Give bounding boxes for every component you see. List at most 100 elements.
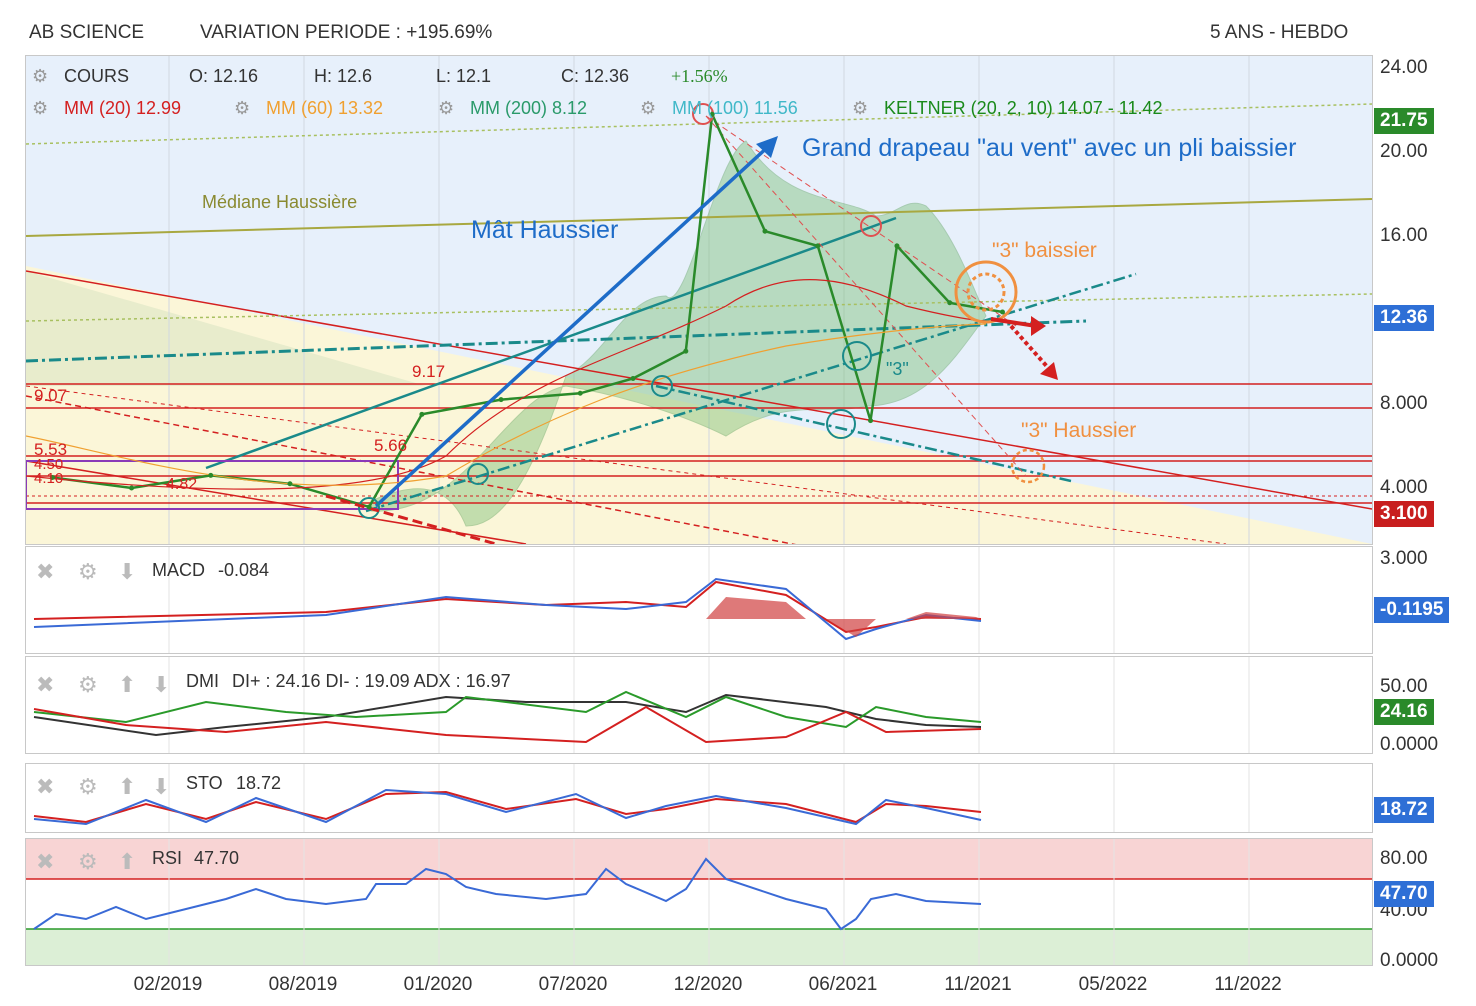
- price-point: [894, 243, 900, 249]
- high-price-tag: 21.75: [1374, 108, 1434, 134]
- bear-3-circle: [954, 260, 1018, 324]
- gear-icon[interactable]: ⚙: [78, 559, 98, 584]
- arrow-up-icon[interactable]: ⬆: [118, 849, 137, 874]
- close-icon[interactable]: ✖: [36, 672, 55, 697]
- price-point: [709, 111, 715, 117]
- arrow-up-icon[interactable]: ⬆: [118, 672, 137, 697]
- price-tick: 20.00: [1380, 141, 1428, 162]
- legend-change: +1.56%: [671, 66, 728, 86]
- dmi-axis-bottom: 0.0000: [1380, 734, 1439, 755]
- dmi-axis-top: 50.00: [1380, 676, 1428, 697]
- price-tick: 16.00: [1380, 225, 1428, 246]
- dmi-chart-svg: [33, 657, 1250, 753]
- macd-value: -0.084: [218, 560, 270, 580]
- period-selector[interactable]: 5 ANS - HEBDO: [1210, 22, 1349, 43]
- sto-label: STO: [186, 773, 223, 793]
- legend-mm20: MM (20) 12.99: [64, 98, 182, 118]
- price-point: [129, 485, 135, 491]
- rsi-value: 47.70: [194, 848, 240, 868]
- price-point: [762, 228, 768, 234]
- period-variation: VARIATION PERIODE : +195.69%: [200, 22, 493, 43]
- bull-3-circle: [1010, 448, 1046, 484]
- rsi-axis-bottom: 0.0000: [1380, 950, 1439, 971]
- dmi-pane[interactable]: ✖ ⚙ ⬆ ⬇ DMI DI+ : 24.16 DI- : 19.09 ADX …: [25, 656, 1373, 754]
- dmi-tag: 24.16: [1374, 699, 1434, 725]
- three-annotation: "3": [886, 359, 909, 379]
- legend-mm100: MM (100) 11.56: [672, 98, 798, 118]
- macd-axis-top: 3.000: [1380, 548, 1428, 569]
- pane-checkbox[interactable]: [1372, 561, 1373, 583]
- keltner-cloud: [370, 140, 987, 527]
- x-tick: 08/2019: [268, 974, 338, 995]
- price-pane[interactable]: ⚙ COURS O: 12.16 H: 12.6 L: 12.1 C: 12.3…: [25, 55, 1373, 545]
- bull-3-annotation: "3" Haussier: [1021, 419, 1137, 442]
- pane-checkbox[interactable]: [1372, 849, 1373, 871]
- price-point: [498, 397, 504, 403]
- price-point: [815, 243, 821, 249]
- rsi-pane[interactable]: ✖ ⚙ ⬆ RSI 47.70: [25, 838, 1373, 966]
- close-icon[interactable]: ✖: [36, 849, 55, 874]
- low-price-tag: 3.100: [1374, 501, 1434, 527]
- gear-icon[interactable]: ⚙: [32, 66, 49, 86]
- legend-keltner: KELTNER (20, 2, 10) 14.07 - 11.42: [884, 98, 1163, 118]
- price-point: [868, 418, 874, 424]
- median-line: [26, 198, 1372, 237]
- price-tick: 8.000: [1380, 393, 1428, 414]
- bear-3-annotation: "3" baissier: [992, 239, 1097, 262]
- arrow-down-icon[interactable]: ⬇: [152, 774, 171, 799]
- gear-icon[interactable]: ⚙: [234, 98, 251, 118]
- pane-checkbox[interactable]: [1372, 774, 1373, 796]
- x-tick: 12/2020: [673, 974, 743, 995]
- gear-icon[interactable]: ⚙: [852, 98, 869, 118]
- x-tick: 07/2020: [538, 974, 608, 995]
- macd-pane[interactable]: ✖ ⚙ ⬇ MACD -0.084: [25, 546, 1373, 654]
- sto-chart-svg: [33, 764, 1250, 832]
- gear-icon[interactable]: ⚙: [78, 849, 98, 874]
- mast-annotation: Mât Haussier: [471, 216, 619, 244]
- close-icon[interactable]: ✖: [36, 559, 55, 584]
- median-annotation: Médiane Haussière: [202, 192, 358, 212]
- level-410: 4.10: [34, 470, 64, 487]
- arrow-down-icon[interactable]: ⬇: [152, 672, 171, 697]
- price-point: [287, 481, 293, 487]
- last-price-tag: 12.36: [1374, 305, 1434, 331]
- pane-checkbox[interactable]: [1372, 671, 1373, 693]
- level-450: 4.50: [34, 456, 64, 473]
- gear-icon[interactable]: ⚙: [438, 98, 455, 118]
- price-point: [419, 411, 425, 417]
- dmi-value: DI+ : 24.16 DI- : 19.09 ADX : 16.97: [232, 671, 511, 691]
- level-482: 4.82: [166, 476, 198, 493]
- x-tick: 11/2021: [944, 974, 1012, 995]
- lower-channel-area: [26, 266, 1372, 544]
- gear-icon[interactable]: ⚙: [78, 774, 98, 799]
- macd-label: MACD: [152, 560, 205, 580]
- arrow-up-icon[interactable]: ⬆: [118, 774, 137, 799]
- legend-mm200: MM (200) 8.12: [470, 98, 588, 118]
- sto-pane[interactable]: ✖ ⚙ ⬆ ⬇ STO 18.72: [25, 763, 1373, 833]
- arrow-down-icon[interactable]: ⬇: [118, 559, 137, 584]
- price-point: [577, 390, 583, 396]
- rsi-label: RSI: [152, 848, 183, 868]
- price-point: [1000, 309, 1006, 315]
- level-553: 5.53: [34, 440, 68, 459]
- legend-cours: COURS: [64, 66, 130, 86]
- macd-chart-svg: [33, 547, 1250, 653]
- price-tick: 4.000: [1380, 477, 1428, 498]
- level-907: 9.07: [34, 386, 68, 405]
- level-917: 9.17: [412, 362, 446, 381]
- x-tick: 06/2021: [808, 974, 878, 995]
- price-point: [683, 348, 689, 354]
- rsi-chart-svg: [26, 839, 1372, 965]
- close-icon[interactable]: ✖: [36, 774, 55, 799]
- gear-icon[interactable]: ⚙: [32, 98, 49, 118]
- price-chart-svg: [26, 56, 1372, 544]
- gear-icon[interactable]: ⚙: [78, 672, 98, 697]
- legend-close: C: 12.36: [561, 66, 630, 86]
- x-tick: 05/2022: [1078, 974, 1148, 995]
- sto-tag: 18.72: [1374, 797, 1434, 823]
- price-point: [947, 300, 953, 306]
- mast-arrow: [374, 142, 773, 508]
- gear-icon[interactable]: ⚙: [640, 98, 657, 118]
- legend-low: L: 12.1: [436, 66, 492, 86]
